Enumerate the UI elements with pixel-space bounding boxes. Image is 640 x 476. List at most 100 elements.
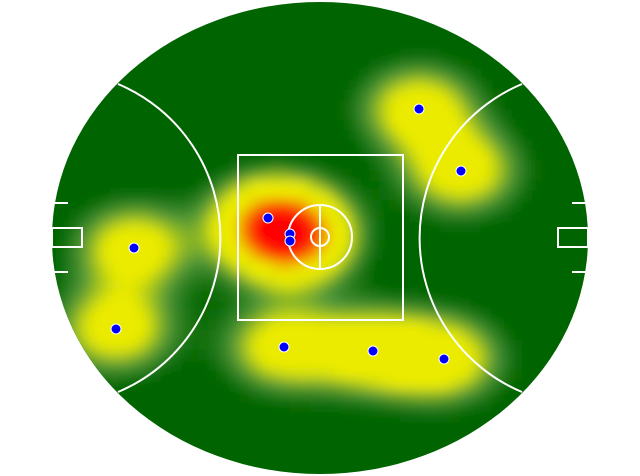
heat-cell <box>470 380 481 391</box>
heat-cell <box>340 180 351 191</box>
heat-cell <box>430 380 441 391</box>
heat-cell <box>320 230 331 241</box>
heat-cell <box>180 320 191 331</box>
heat-cell <box>120 380 131 391</box>
heat-cell <box>340 210 351 221</box>
heat-cell <box>40 320 51 331</box>
heat-cell <box>52 350 61 361</box>
heat-cell <box>420 360 431 371</box>
heat-cell <box>220 360 231 371</box>
points <box>110 103 467 365</box>
heat-cell <box>70 310 81 321</box>
heat-cell <box>140 350 151 361</box>
heat-cell <box>430 130 441 141</box>
heat-cell <box>160 280 171 291</box>
heat-cell <box>330 220 341 231</box>
heat-cell <box>240 200 251 211</box>
heat-cell <box>170 240 181 251</box>
heat-cell <box>100 240 111 251</box>
heat-cell <box>180 200 191 211</box>
heat-cell <box>260 290 271 301</box>
heat-cell <box>390 400 401 411</box>
heat-cell <box>370 100 381 111</box>
heat-cell <box>80 290 91 301</box>
heat-cell <box>220 220 231 231</box>
heat-cell <box>110 260 121 271</box>
heat-cell <box>490 350 501 361</box>
heat-cell <box>380 320 391 331</box>
heat-cell <box>160 330 171 341</box>
heat-cell <box>310 370 321 381</box>
heat-cell <box>380 110 391 121</box>
heat-cell <box>210 320 221 331</box>
heat-cell <box>360 290 371 301</box>
heat-cell <box>480 400 491 411</box>
heat-cell <box>200 260 211 271</box>
heat-cell <box>380 340 391 351</box>
heat-cell <box>210 290 221 301</box>
heat-cell <box>330 310 341 321</box>
heat-cell <box>450 320 461 331</box>
heat-cell <box>290 320 301 331</box>
heat-cell <box>440 190 451 201</box>
heat-cell <box>470 70 481 81</box>
heat-cell <box>260 340 271 351</box>
heat-cell <box>100 340 111 351</box>
heat-cell <box>410 340 421 351</box>
heat-cell <box>230 190 241 201</box>
heat-cell <box>430 150 441 161</box>
heat-cell <box>200 220 211 231</box>
heat-cell <box>450 300 461 311</box>
heat-cell <box>240 160 251 171</box>
heat-cell <box>510 170 521 181</box>
heat-cell <box>440 300 451 311</box>
heat-cell <box>200 290 211 301</box>
heat-cell <box>350 90 361 101</box>
heat-cell <box>160 200 171 211</box>
heat-cell <box>310 360 321 371</box>
heat-cell <box>310 390 321 401</box>
heat-cell <box>450 380 461 391</box>
heat-cell <box>390 120 401 131</box>
heat-cell <box>360 320 371 331</box>
heat-cell <box>300 220 311 231</box>
heat-cell <box>460 110 471 121</box>
heat-cell <box>290 400 301 411</box>
heat-cell <box>230 310 241 321</box>
heat-cell <box>420 370 431 381</box>
heat-cell <box>500 330 511 341</box>
heat-cell <box>130 200 141 211</box>
heat-cell <box>340 300 351 311</box>
heat-cell <box>420 110 431 121</box>
heat-cell <box>170 330 181 341</box>
heat-cell <box>270 240 281 251</box>
heat-cell <box>390 180 401 191</box>
heat-cell <box>90 230 101 241</box>
heat-cell <box>470 170 481 181</box>
heat-cell <box>110 300 121 311</box>
heat-cell <box>280 380 291 391</box>
heat-cell <box>340 280 351 291</box>
heat-cell <box>70 220 81 231</box>
heat-cell <box>480 360 491 371</box>
heat-cell <box>160 270 171 281</box>
heat-cell <box>420 60 431 71</box>
heat-cell <box>160 260 171 271</box>
heat-cell <box>440 410 451 421</box>
heat-cell <box>120 190 131 201</box>
heat-cell <box>510 350 521 361</box>
heat-cell <box>390 100 401 111</box>
heat-cell <box>220 270 231 281</box>
heat-cell <box>230 300 241 311</box>
heat-cell <box>180 230 191 241</box>
heat-cell <box>290 360 301 371</box>
heat-cell <box>430 220 441 231</box>
heat-cell <box>450 60 461 71</box>
heat-cell <box>270 380 281 391</box>
heat-cell <box>440 70 451 81</box>
heat-cell <box>52 360 61 371</box>
heat-cell <box>170 190 181 201</box>
heat-cell <box>190 260 201 271</box>
heat-cell <box>450 90 461 101</box>
heat-cell <box>110 380 121 391</box>
